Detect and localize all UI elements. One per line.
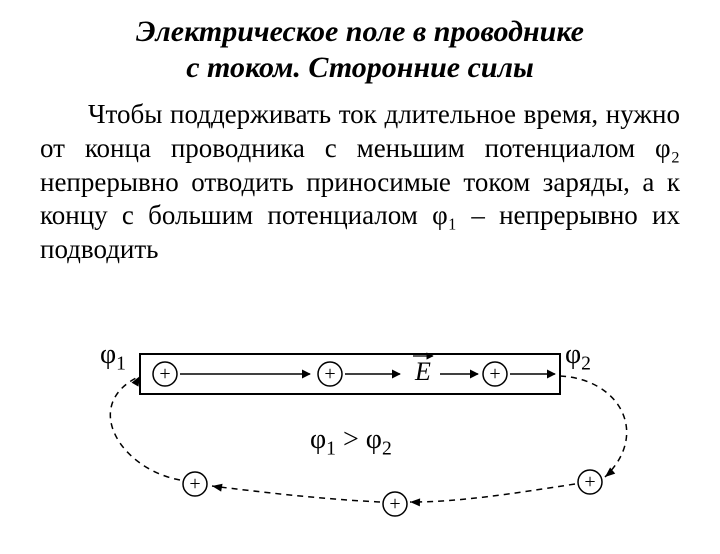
- svg-text:+: +: [584, 471, 595, 493]
- title-line-2: с током. Сторонние силы: [186, 51, 534, 84]
- phi1-label: φ1: [100, 339, 126, 376]
- phi2-label: φ2: [565, 339, 591, 376]
- conductor-diagram: φ1 φ2 φ1 > φ2 + + + E + + +: [0, 334, 720, 554]
- page-title: Электрическое поле в проводнике с током.…: [0, 14, 720, 86]
- svg-text:+: +: [324, 363, 335, 385]
- title-line-1: Электрическое поле в проводнике: [136, 15, 584, 48]
- svg-text:+: +: [189, 473, 200, 495]
- svg-text:+: +: [159, 363, 170, 385]
- paragraph: Чтобы поддерживать ток длительное время,…: [40, 98, 680, 267]
- svg-text:+: +: [389, 493, 400, 515]
- svg-text:+: +: [489, 363, 500, 385]
- svg-text:E: E: [414, 357, 431, 386]
- inequality-label: φ1 > φ2: [310, 424, 392, 461]
